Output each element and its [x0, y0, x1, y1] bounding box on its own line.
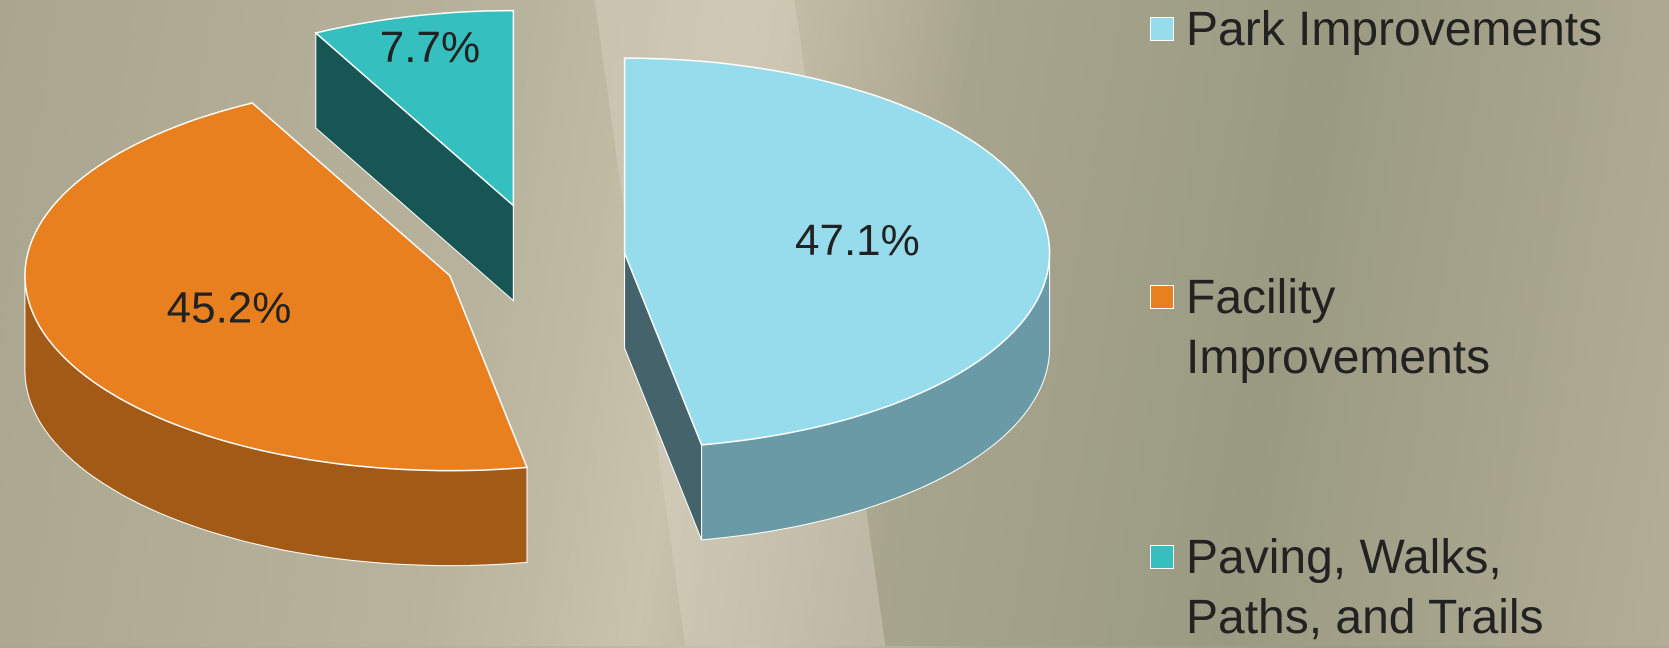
data-label: 45.2%	[167, 283, 292, 332]
legend-item: Paving, Walks, Paths, and Trails	[1150, 528, 1626, 648]
legend-swatch	[1150, 285, 1174, 309]
legend-label: Paving, Walks, Paths, and Trails	[1186, 528, 1626, 648]
data-label: 7.7%	[380, 23, 480, 72]
legend-swatch	[1150, 545, 1174, 569]
legend-item: Facility Improvements	[1150, 268, 1626, 388]
pie-slice: 47.1%	[625, 58, 1050, 540]
legend-label: Facility Improvements	[1186, 268, 1626, 388]
legend-item: Park Improvements	[1150, 0, 1626, 60]
legend-swatch	[1150, 17, 1174, 41]
legend-label: Park Improvements	[1186, 0, 1626, 60]
data-label: 47.1%	[795, 216, 920, 265]
page: {"chart_data": {"type": "pie", "categori…	[0, 0, 1669, 646]
